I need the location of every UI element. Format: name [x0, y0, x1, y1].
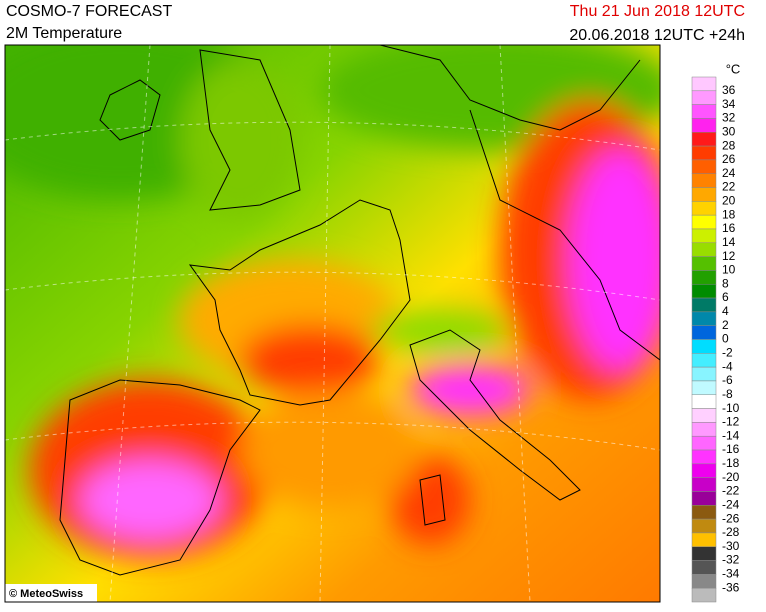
- legend-label: 24: [722, 166, 736, 180]
- legend-label: -36: [722, 580, 740, 594]
- legend-swatch: [691, 256, 717, 271]
- legend-unit: °C: [726, 61, 741, 76]
- legend-swatch: [691, 242, 717, 257]
- legend-label: 14: [722, 235, 736, 249]
- legend-swatch: [691, 339, 717, 354]
- legend-label: -32: [722, 553, 740, 567]
- legend-label: -10: [722, 401, 740, 415]
- legend-swatch: [691, 214, 717, 230]
- legend-label: 26: [722, 152, 736, 166]
- legend-label: 22: [722, 180, 736, 194]
- legend-label: 18: [722, 207, 736, 221]
- legend-swatch: [691, 505, 717, 520]
- legend-label: 12: [722, 249, 736, 263]
- legend-label: -26: [722, 511, 740, 525]
- legend-label: 34: [722, 97, 736, 111]
- legend-swatch: [691, 270, 717, 285]
- legend-swatch: [691, 380, 717, 396]
- legend-swatch: [691, 477, 717, 492]
- legend-label: -4: [722, 359, 733, 373]
- legend-label: 10: [722, 263, 736, 277]
- legend-label: -22: [722, 484, 740, 498]
- legend-swatch: [691, 104, 717, 119]
- legend-swatch: [691, 532, 717, 547]
- legend-swatch: [691, 394, 717, 409]
- legend-label: 6: [722, 290, 729, 304]
- legend-swatch: [691, 463, 717, 478]
- legend-swatch: [691, 132, 717, 147]
- credit: © MeteoSwiss: [9, 588, 83, 600]
- legend-swatch: [691, 435, 717, 451]
- legend: 363432302826242220181614121086420-2-4-6-…: [691, 76, 740, 603]
- valid-time: Thu 21 Jun 2018 12UTC: [570, 3, 745, 20]
- legend-swatch: [691, 145, 717, 161]
- legend-label: 8: [722, 276, 729, 290]
- legend-swatch: [691, 201, 717, 216]
- legend-label: 32: [722, 111, 736, 125]
- legend-swatch: [691, 283, 717, 299]
- legend-swatch: [691, 422, 717, 437]
- legend-label: -20: [722, 470, 740, 484]
- legend-label: -30: [722, 539, 740, 553]
- legend-swatch: [691, 311, 717, 326]
- legend-label: 4: [722, 304, 729, 318]
- legend-label: 2: [722, 318, 729, 332]
- run-time: 20.06.2018 12UTC +24h: [569, 27, 745, 44]
- legend-swatch: [691, 159, 717, 174]
- legend-swatch: [691, 546, 717, 561]
- legend-swatch: [691, 587, 717, 603]
- legend-label: 0: [722, 332, 729, 346]
- legend-label: -18: [722, 456, 740, 470]
- legend-swatch: [691, 560, 717, 575]
- map: © MeteoSwiss: [5, 45, 660, 602]
- legend-swatch: [691, 491, 717, 506]
- legend-label: -34: [722, 567, 740, 581]
- legend-swatch: [691, 366, 717, 382]
- map-title: COSMO-7 FORECAST: [6, 3, 172, 20]
- legend-swatch: [691, 449, 717, 465]
- map-frame: [4, 44, 661, 603]
- legend-swatch: [691, 173, 717, 188]
- legend-swatch: [691, 408, 717, 423]
- legend-swatch: [691, 297, 717, 313]
- legend-swatch: [691, 325, 717, 340]
- legend-label: -16: [722, 442, 740, 456]
- legend-label: 30: [722, 124, 736, 138]
- legend-label: 16: [722, 221, 736, 235]
- legend-label: -14: [722, 428, 740, 442]
- map-subtitle: 2M Temperature: [6, 25, 122, 42]
- legend-swatch: [691, 187, 717, 202]
- legend-label: -6: [722, 373, 733, 387]
- legend-swatch: [691, 90, 717, 105]
- legend-swatch: [691, 228, 717, 244]
- legend-swatch: [691, 518, 717, 534]
- legend-label: 36: [722, 83, 736, 97]
- legend-label: -2: [722, 345, 733, 359]
- legend-swatch: [691, 118, 717, 133]
- legend-label: -12: [722, 415, 740, 429]
- legend-label: -8: [722, 387, 733, 401]
- legend-label: -28: [722, 525, 740, 539]
- legend-label: -24: [722, 497, 740, 511]
- legend-swatch: [691, 574, 717, 589]
- legend-swatch: [691, 353, 717, 368]
- legend-label: 20: [722, 194, 736, 208]
- legend-label: 28: [722, 138, 736, 152]
- legend-swatch: [691, 76, 717, 92]
